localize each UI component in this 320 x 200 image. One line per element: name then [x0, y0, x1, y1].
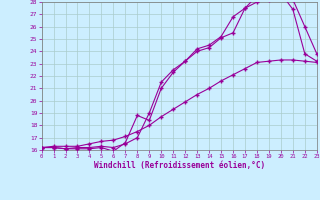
X-axis label: Windchill (Refroidissement éolien,°C): Windchill (Refroidissement éolien,°C)	[94, 161, 265, 170]
